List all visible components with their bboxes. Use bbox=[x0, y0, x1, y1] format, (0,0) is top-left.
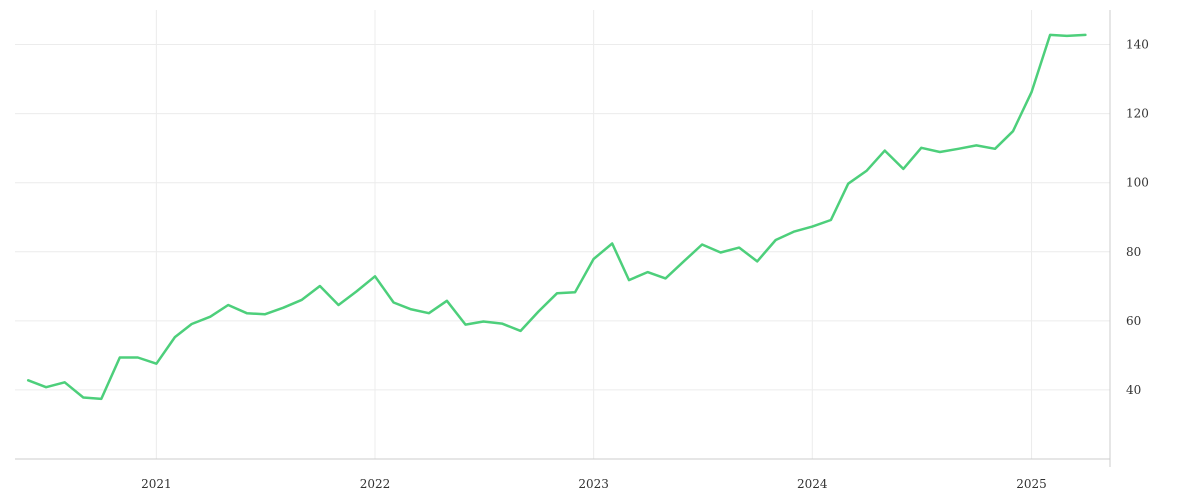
x-axis-ticks: 2021 2022 2023 2024 2025 bbox=[141, 477, 1047, 491]
y-tick-label: 140 bbox=[1126, 38, 1149, 52]
y-tick-label: 80 bbox=[1126, 245, 1141, 259]
x-tick-label: 2024 bbox=[797, 477, 828, 491]
y-tick-label: 60 bbox=[1126, 314, 1141, 328]
y-axis-ticks: 40 60 80 100 120 140 bbox=[1126, 38, 1149, 397]
grid-lines bbox=[15, 10, 1110, 459]
series-line bbox=[26, 33, 1087, 401]
x-tick-label: 2021 bbox=[141, 477, 172, 491]
x-tick-label: 2022 bbox=[360, 477, 391, 491]
x-tick-label: 2023 bbox=[578, 477, 609, 491]
y-tick-label: 100 bbox=[1126, 176, 1149, 190]
x-tick-label: 2025 bbox=[1016, 477, 1047, 491]
y-tick-label: 120 bbox=[1126, 107, 1149, 121]
y-tick-label: 40 bbox=[1126, 383, 1141, 397]
series-group bbox=[26, 33, 1087, 401]
